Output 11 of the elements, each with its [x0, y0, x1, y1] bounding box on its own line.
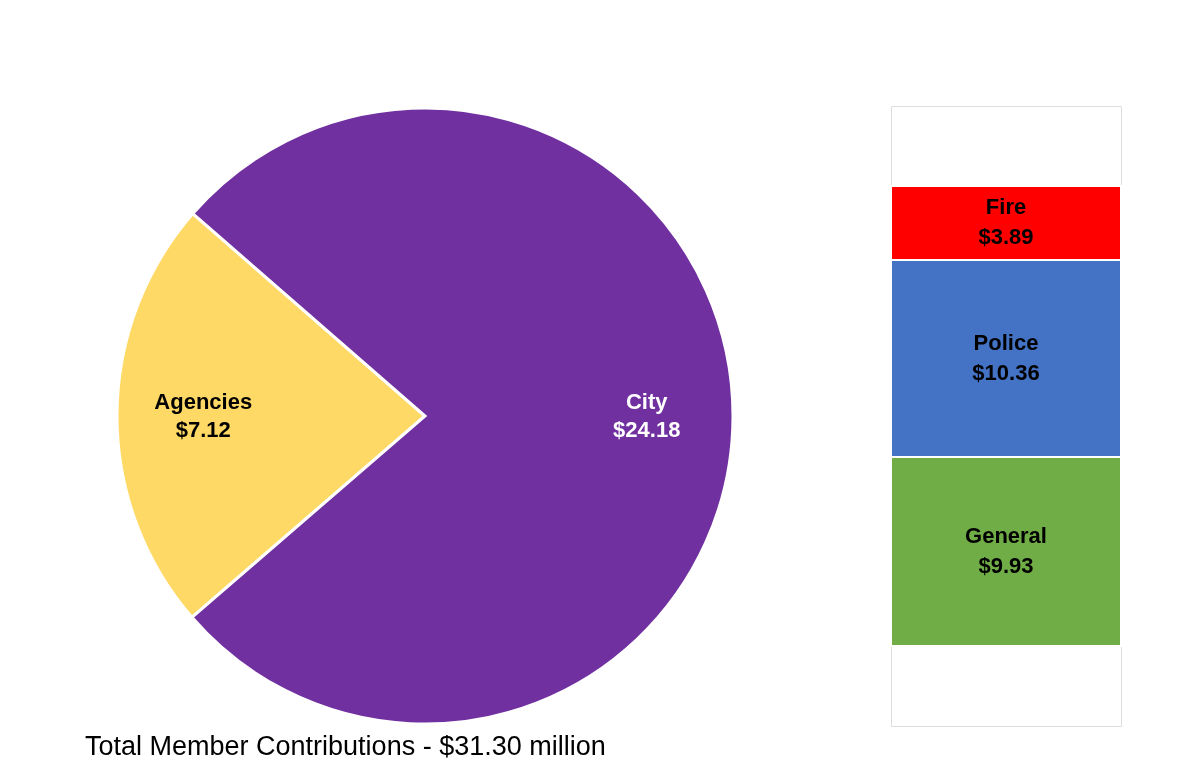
- series-label: General: [965, 522, 1047, 548]
- series-label: Fire: [985, 194, 1027, 219]
- series-label: Police: [973, 329, 1039, 355]
- data-label: $7.12: [175, 416, 231, 442]
- data-label: $9.93: [978, 552, 1034, 578]
- data-label: $24.18: [613, 417, 681, 443]
- data-label: $10.36: [972, 359, 1040, 385]
- slice-label: City: [625, 389, 669, 415]
- data-label: $3.89: [978, 224, 1034, 249]
- text: Total Member Contributions - $31.30 million: [85, 731, 606, 761]
- slice-label: Agencies: [154, 388, 253, 414]
